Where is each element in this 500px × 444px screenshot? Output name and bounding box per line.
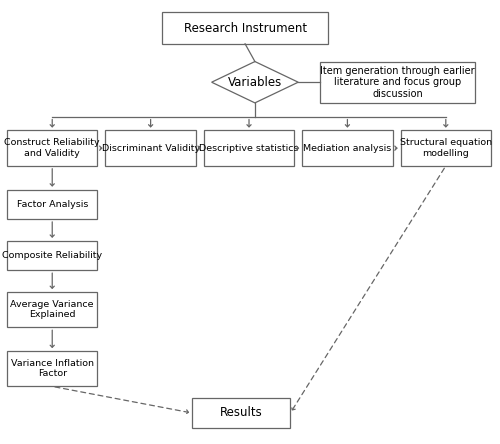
- Text: Research Instrument: Research Instrument: [184, 22, 306, 35]
- Text: Construct Reliability
and Validity: Construct Reliability and Validity: [4, 139, 100, 158]
- FancyBboxPatch shape: [400, 131, 491, 166]
- FancyBboxPatch shape: [302, 131, 392, 166]
- FancyBboxPatch shape: [7, 351, 98, 386]
- Polygon shape: [212, 62, 298, 103]
- FancyBboxPatch shape: [7, 131, 98, 166]
- Text: Factor Analysis: Factor Analysis: [16, 200, 88, 209]
- Text: Descriptive statistics: Descriptive statistics: [200, 144, 299, 153]
- FancyBboxPatch shape: [162, 12, 328, 44]
- FancyBboxPatch shape: [7, 241, 98, 270]
- Text: Results: Results: [220, 406, 262, 420]
- Text: Structural equation
modelling: Structural equation modelling: [400, 139, 492, 158]
- FancyBboxPatch shape: [7, 190, 98, 219]
- FancyBboxPatch shape: [204, 131, 294, 166]
- Text: Variables: Variables: [228, 76, 282, 89]
- Text: Item generation through earlier
literature and focus group
discussion: Item generation through earlier literatu…: [320, 66, 475, 99]
- Text: Discriminant Validity: Discriminant Validity: [102, 144, 200, 153]
- Text: Average Variance
Explained: Average Variance Explained: [10, 300, 94, 319]
- Text: Variance Inflation
Factor: Variance Inflation Factor: [10, 359, 94, 378]
- FancyBboxPatch shape: [7, 292, 98, 327]
- FancyBboxPatch shape: [192, 398, 290, 428]
- Text: Mediation analysis: Mediation analysis: [304, 144, 392, 153]
- FancyBboxPatch shape: [106, 131, 196, 166]
- Text: Composite Reliability: Composite Reliability: [2, 251, 102, 260]
- FancyBboxPatch shape: [320, 62, 476, 103]
